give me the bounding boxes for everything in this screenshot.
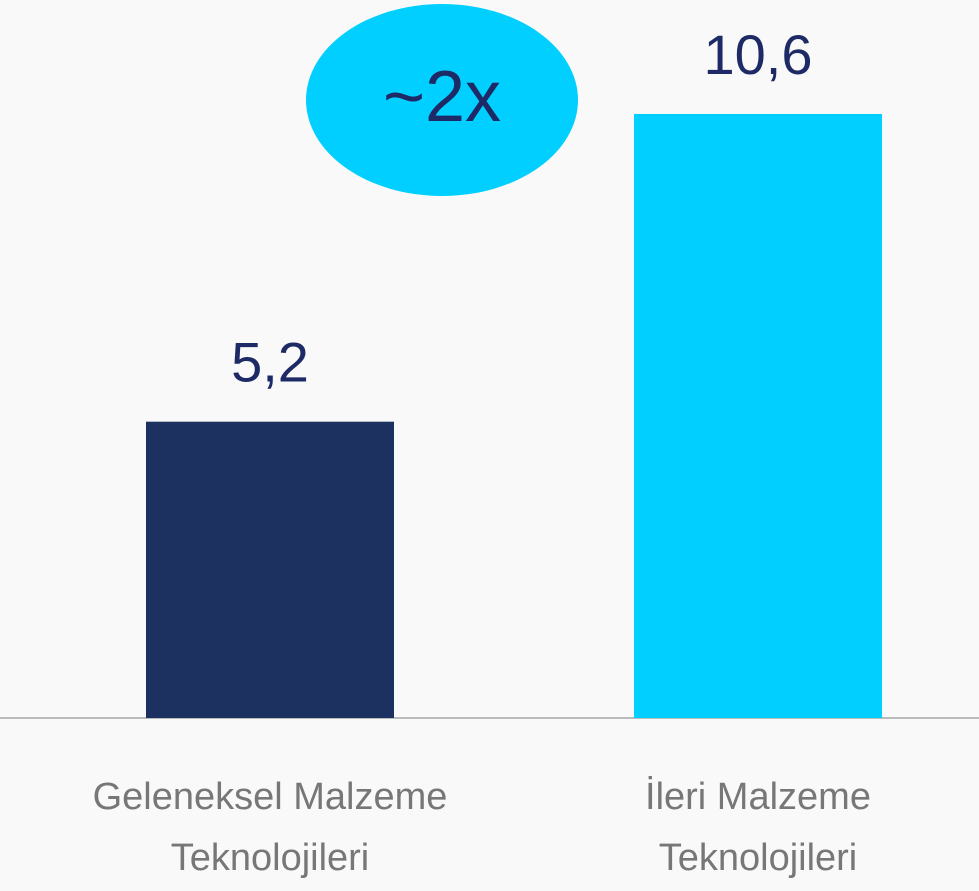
annotation: ~2x [383,57,501,137]
bar [634,113,882,718]
x-tick-label: Geleneksel Malzeme Teknolojileri [92,776,448,879]
annotation-bubble [306,4,578,196]
bar [146,421,394,718]
value-label: 5,2 [231,330,309,393]
x-tick-label: İleri Malzeme Teknolojileri [645,776,871,879]
value-label: 10,6 [704,23,813,86]
